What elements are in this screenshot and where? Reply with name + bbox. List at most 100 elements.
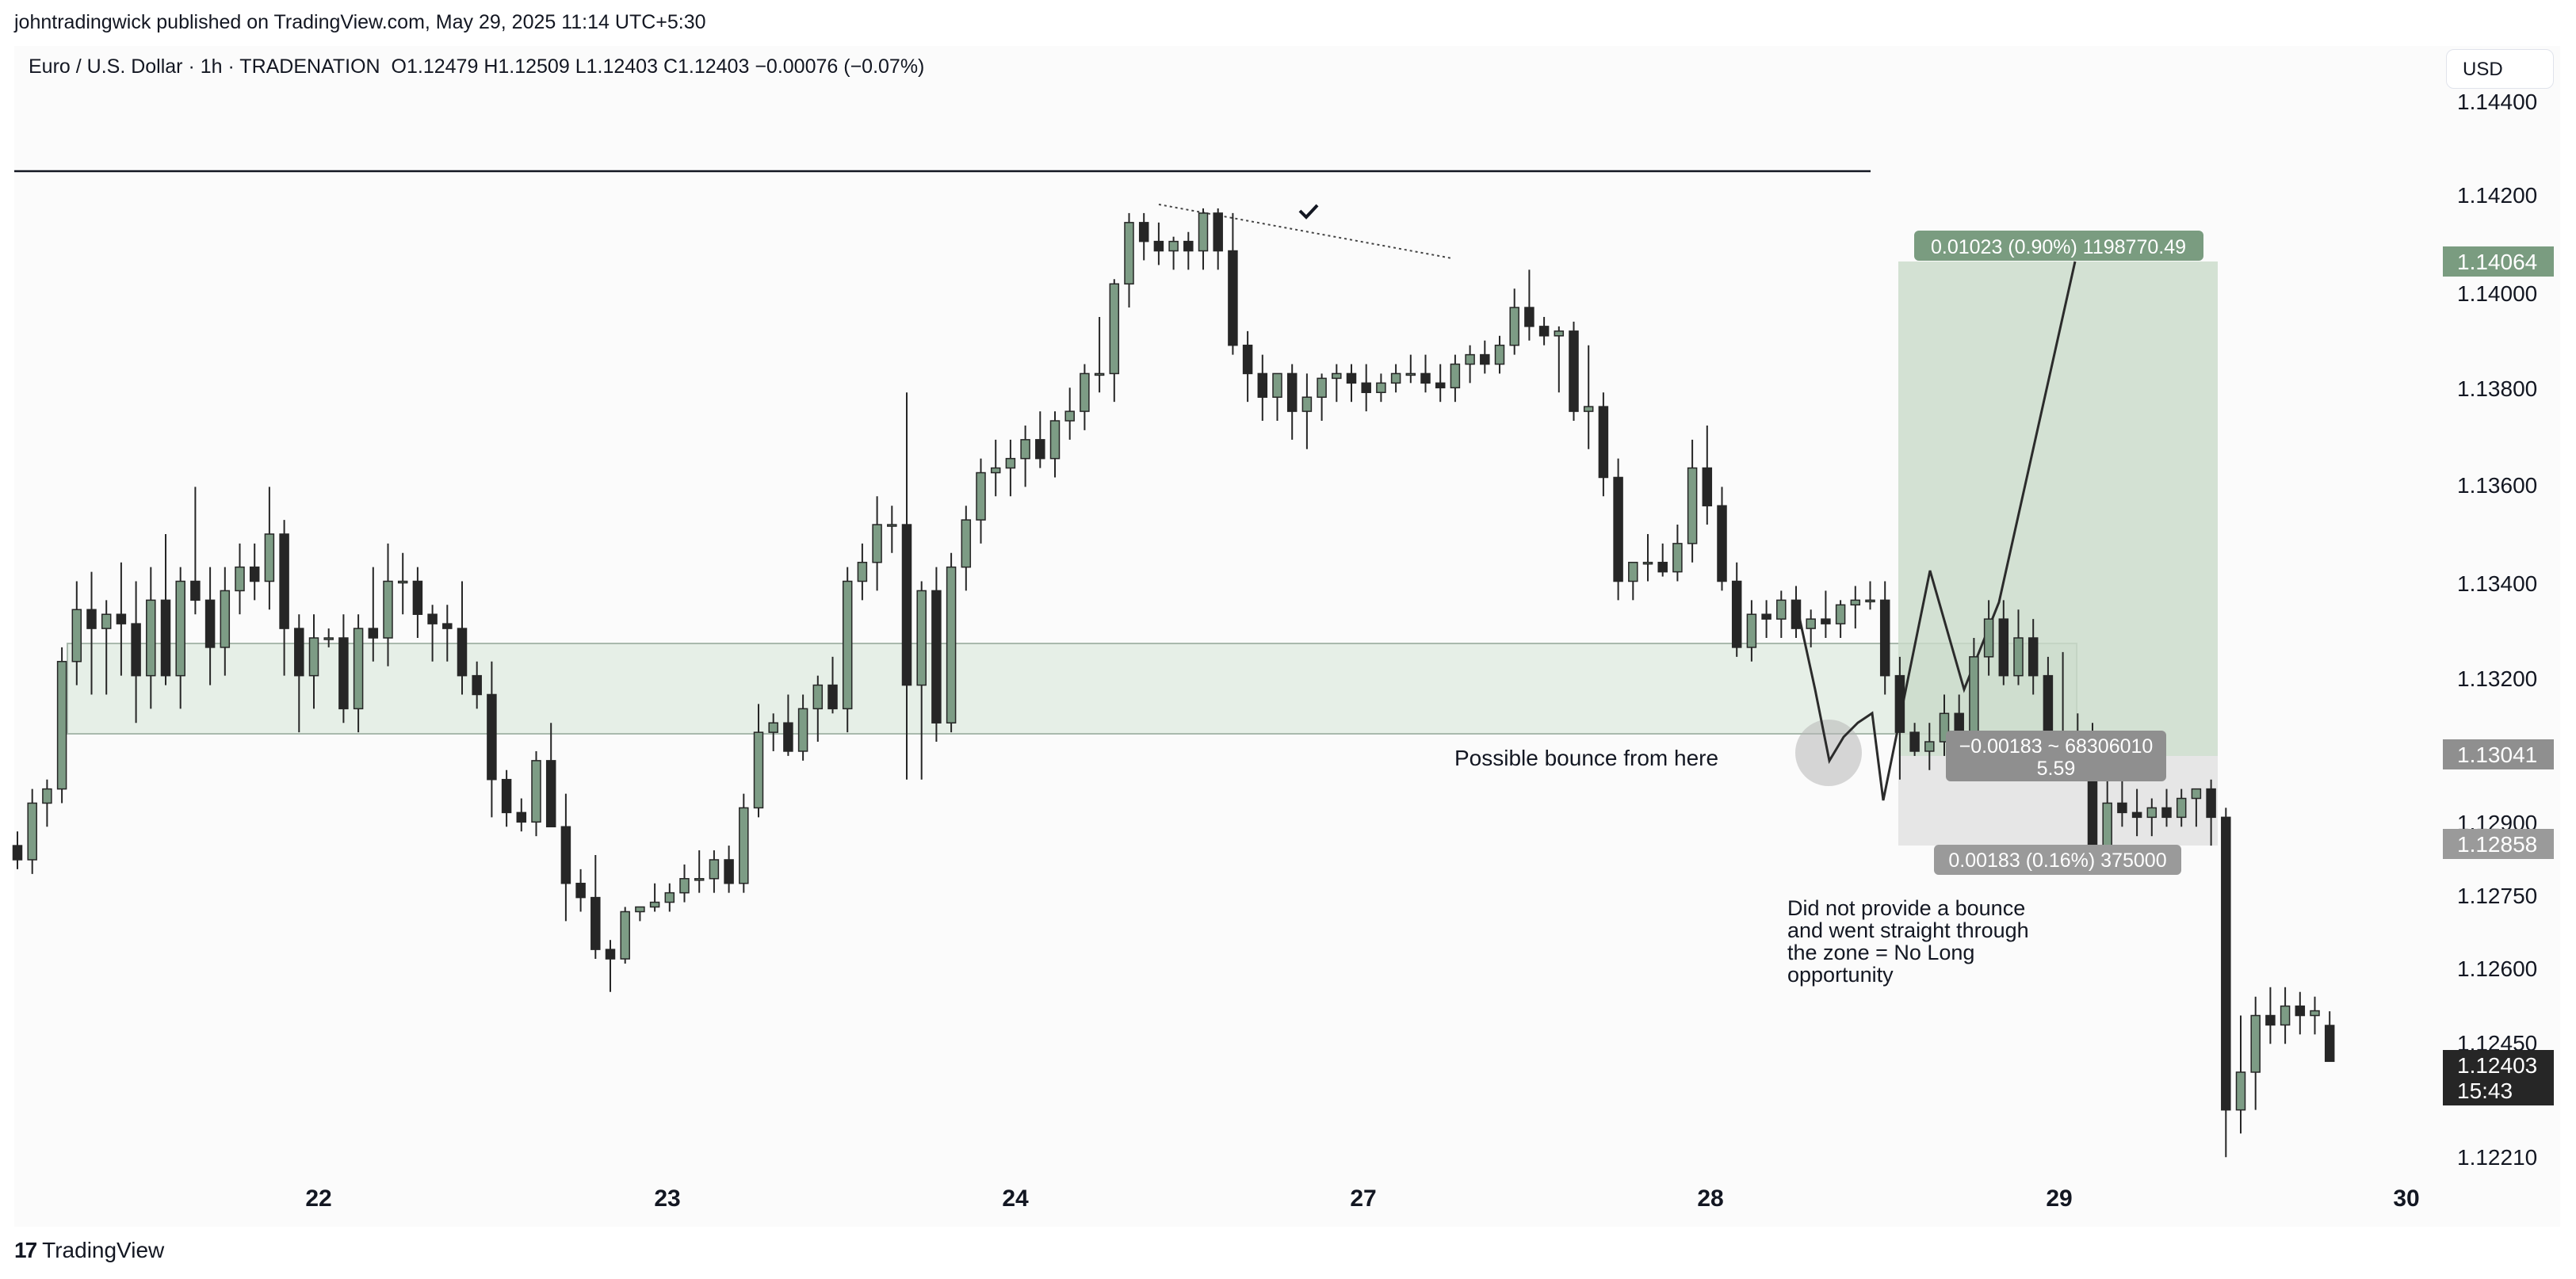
bearish-candle[interactable] [1731,580,1742,648]
bullish-candle[interactable] [2191,788,2202,800]
bullish-candle[interactable] [1746,613,1757,648]
bullish-candle[interactable] [1080,372,1090,412]
bullish-candle[interactable] [709,859,720,880]
bullish-candle[interactable] [2280,1005,2291,1026]
bearish-candle[interactable] [2206,788,2216,819]
bearish-candle[interactable] [2161,807,2172,819]
bearish-candle[interactable] [931,590,942,723]
symbol-legend[interactable]: Euro / U.S. Dollar · 1h · TRADENATION O1… [29,55,924,78]
bearish-candle[interactable] [1998,618,2009,677]
bearish-candle[interactable] [190,580,201,601]
bullish-candle[interactable] [649,901,660,908]
bullish-candle[interactable] [146,599,156,677]
bearish-candle[interactable] [2295,1005,2306,1017]
bearish-candle[interactable] [457,628,468,677]
bullish-candle[interactable] [1554,330,1565,337]
bearish-candle[interactable] [1242,344,1253,375]
bearish-candle[interactable] [1228,250,1238,346]
bearish-candle[interactable] [1361,382,1371,394]
bearish-candle[interactable] [783,722,793,752]
bullish-candle[interactable] [990,467,1001,474]
bullish-candle[interactable] [1390,372,1401,384]
bullish-candle[interactable] [1405,372,1416,376]
bullish-candle[interactable] [2146,807,2157,819]
bearish-candle[interactable] [294,628,304,677]
bullish-candle[interactable] [1064,410,1075,422]
bullish-candle[interactable] [1317,377,1327,398]
bearish-candle[interactable] [2131,811,2142,819]
bearish-candle[interactable] [560,826,571,884]
bullish-candle[interactable] [739,807,749,884]
bullish-candle[interactable] [1850,599,1861,606]
bearish-candle[interactable] [501,778,512,814]
bearish-candle[interactable] [1657,561,1668,573]
bearish-candle[interactable] [1538,326,1550,337]
bullish-candle[interactable] [397,580,408,584]
bullish-candle[interactable] [1124,222,1134,285]
bearish-candle[interactable] [1717,505,1727,582]
bullish-candle[interactable] [1109,283,1120,375]
bullish-candle[interactable] [2235,1071,2246,1111]
bearish-candle[interactable] [1879,599,1890,677]
bullish-candle[interactable] [694,878,705,881]
symbol-name[interactable]: Euro / U.S. Dollar · 1h · TRADENATION [29,55,380,78]
bearish-candle[interactable] [1480,353,1490,365]
bearish-candle[interactable] [2043,674,2054,733]
bullish-candle[interactable] [2310,1010,2320,1017]
bearish-candle[interactable] [131,623,141,677]
bullish-candle[interactable] [1020,439,1030,460]
bullish-candle[interactable] [353,628,364,710]
bearish-candle[interactable] [1702,467,1713,506]
bullish-candle[interactable] [976,472,986,521]
bullish-candle[interactable] [1465,353,1475,365]
bullish-candle[interactable] [664,891,675,903]
bearish-candle[interactable] [545,760,556,828]
bullish-candle[interactable] [101,613,112,629]
bullish-candle[interactable] [56,661,67,790]
bearish-candle[interactable] [1213,212,1223,252]
bullish-candle[interactable] [1494,344,1505,365]
bearish-candle[interactable] [2324,1025,2335,1063]
currency-button[interactable]: USD [2446,49,2554,89]
bearish-candle[interactable] [472,674,482,696]
bullish-candle[interactable] [1983,618,1994,658]
bullish-candle[interactable] [383,580,393,639]
bullish-candle[interactable] [842,580,853,710]
bullish-candle[interactable] [1776,599,1787,620]
bearish-candle[interactable] [86,609,97,629]
bullish-candle[interactable] [768,722,778,733]
bearish-candle[interactable] [1346,372,1357,384]
bullish-candle[interactable] [308,637,319,677]
bearish-candle[interactable] [1035,439,1045,460]
bullish-candle[interactable] [1628,561,1638,582]
bullish-candle[interactable] [323,637,334,640]
bearish-candle[interactable] [1598,406,1609,479]
bullish-candle[interactable] [753,731,764,809]
bullish-candle[interactable] [1376,382,1386,394]
bullish-candle[interactable] [679,878,690,894]
bearish-candle[interactable] [412,580,423,615]
bearish-candle[interactable] [1286,372,1298,412]
bullish-candle[interactable] [1672,543,1683,573]
bearish-candle[interactable] [204,599,216,648]
bearish-candle[interactable] [1435,382,1446,389]
bullish-candle[interactable] [1865,599,1875,603]
bullish-candle[interactable] [1642,561,1653,565]
bullish-candle[interactable] [1272,372,1282,398]
bearish-candle[interactable] [338,637,349,710]
bullish-candle[interactable] [220,590,231,648]
bearish-candle[interactable] [368,628,379,639]
bullish-candle[interactable] [812,684,824,710]
bearish-candle[interactable] [2117,802,2127,814]
bearish-candle[interactable] [2221,816,2231,1111]
bullish-candle[interactable] [71,609,82,662]
bullish-candle[interactable] [1332,372,1342,380]
bullish-candle[interactable] [946,566,957,723]
bearish-candle[interactable] [605,949,616,960]
bearish-candle[interactable] [116,613,127,624]
bearish-candle[interactable] [1183,240,1194,252]
bullish-candle[interactable] [531,760,541,823]
bullish-candle[interactable] [1939,712,1950,743]
bullish-candle[interactable] [1005,457,1016,469]
bearish-candle[interactable] [1791,599,1802,629]
